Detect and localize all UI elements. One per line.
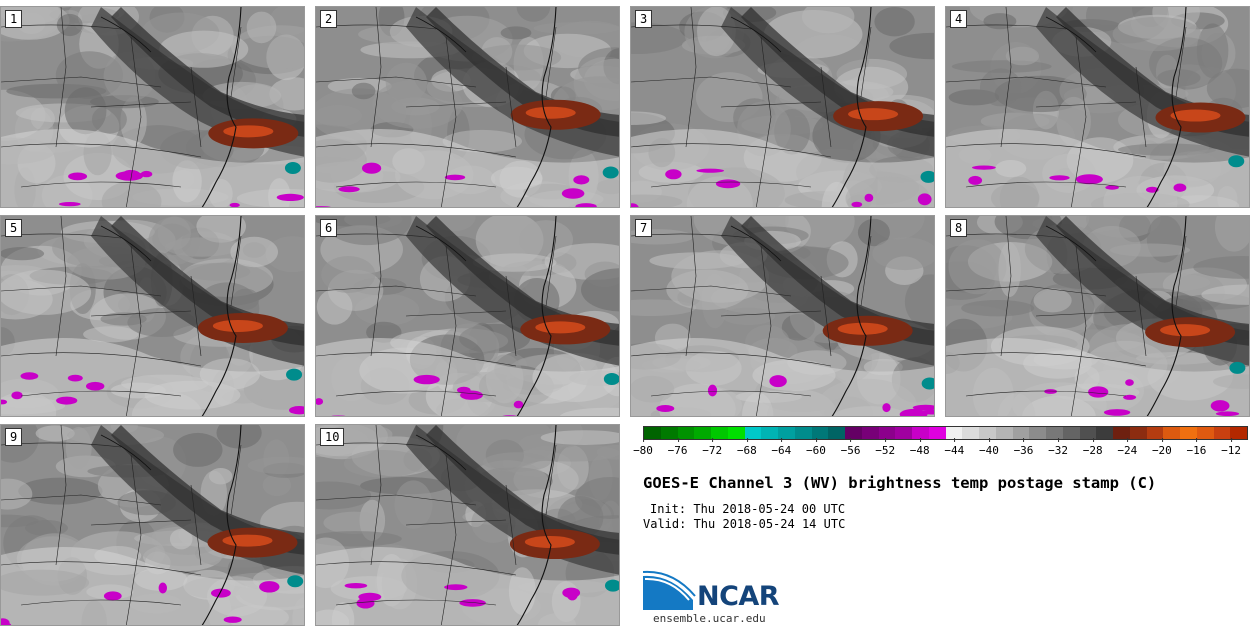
colorbar-swatch	[1230, 427, 1247, 439]
panel-number-label: 7	[635, 219, 653, 237]
ensemble-member-panel[interactable]: 4	[945, 6, 1250, 208]
colorbar-swatch	[1129, 427, 1147, 439]
ensemble-member-panel[interactable]: 1	[0, 6, 305, 208]
colorbar-swatch	[660, 427, 678, 439]
colorbar-swatch	[1046, 427, 1063, 439]
colorbar-swatch	[1163, 427, 1180, 439]
colorbar-tick-label: −76	[668, 438, 688, 457]
colorbar-tick-label: −60	[806, 438, 826, 457]
colorbar-tick-label: −12	[1221, 438, 1241, 457]
colorbar-swatch	[1146, 427, 1164, 439]
ensemble-member-panel[interactable]: 9	[0, 424, 305, 626]
ncar-logo-text: NCAR	[697, 581, 780, 612]
colorbar-swatch	[644, 427, 661, 439]
colorbar-tick-label: −80	[633, 438, 653, 457]
colorbar-swatch	[794, 427, 812, 439]
panel-number-label: 2	[320, 10, 338, 28]
ensemble-member-panel[interactable]: 5	[0, 215, 305, 417]
panel-number-label: 10	[320, 428, 345, 446]
colorbar-tick-label: −72	[702, 438, 722, 457]
colorbar-swatch	[1029, 427, 1046, 439]
colorbar-swatch	[928, 427, 946, 439]
colorbar-tick-label: −28	[1083, 438, 1103, 457]
panel-number-label: 3	[635, 10, 653, 28]
colorbar-swatch	[677, 427, 695, 439]
panel-number-label: 5	[5, 219, 23, 237]
ensemble-member-panel[interactable]: 8	[945, 215, 1250, 417]
colorbar-swatch	[811, 427, 829, 439]
colorbar-tick-label: −36	[1014, 438, 1033, 457]
colorbar-tick-label: −64	[771, 438, 791, 457]
ncar-logo-icon	[643, 570, 696, 610]
colorbar-swatch	[761, 427, 778, 439]
colorbar-swatch	[711, 427, 728, 439]
colorbar-swatch	[694, 427, 711, 439]
ensemble-member-panel[interactable]: 6	[315, 215, 620, 417]
colorbar-swatch	[1180, 427, 1197, 439]
colorbar-swatch	[861, 427, 879, 439]
figure-title: GOES-E Channel 3 (WV) brightness temp po…	[643, 474, 1157, 492]
colorbar-swatch	[1012, 427, 1030, 439]
ensemble-member-panel[interactable]: 10	[315, 424, 620, 626]
colorbar-tick-label: −20	[1152, 438, 1172, 457]
colorbar-swatch	[945, 427, 963, 439]
panel-number-label: 8	[950, 219, 968, 237]
colorbar-swatch	[912, 427, 929, 439]
colorbar-tick-label: −40	[979, 438, 999, 457]
ensemble-member-panel[interactable]: 2	[315, 6, 620, 208]
colorbar-swatch	[962, 427, 979, 439]
colorbar-tick-label: −24	[1117, 438, 1137, 457]
colorbar-swatch	[878, 427, 896, 439]
colorbar-swatch	[1062, 427, 1080, 439]
colorbar-swatch	[845, 427, 862, 439]
colorbar-tick-label: −52	[875, 438, 895, 457]
colorbar-swatch	[1213, 427, 1231, 439]
init-time: Init: Thu 2018-05-24 00 UTC	[650, 502, 846, 516]
colorbar-swatch	[1096, 427, 1113, 439]
colorbar-swatch	[778, 427, 795, 439]
colorbar-swatch	[744, 427, 762, 439]
panel-number-label: 9	[5, 428, 23, 446]
colorbar-swatch	[1113, 427, 1130, 439]
site-url: ensemble.ucar.edu	[653, 612, 766, 625]
colorbar-tick-label: −44	[944, 438, 964, 457]
colorbar-tick-label: −68	[737, 438, 757, 457]
colorbar-tick-label: −56	[841, 438, 860, 457]
panel-number-label: 1	[5, 10, 23, 28]
valid-time: Valid: Thu 2018-05-24 14 UTC	[643, 517, 846, 531]
colorbar-tick-label: −32	[1048, 438, 1068, 457]
colorbar-swatch	[895, 427, 912, 439]
panel-number-label: 6	[320, 219, 338, 237]
panel-number-label: 4	[950, 10, 968, 28]
colorbar-ticks: −80 −76 −72 −68 −64 −60 −56 −52 −48 −44 −40 −36 −32−…	[633, 438, 1248, 464]
colorbar-swatch	[979, 427, 996, 439]
colorbar-swatch	[727, 427, 745, 439]
ensemble-member-panel[interactable]: 3	[630, 6, 935, 208]
colorbar-swatch	[1196, 427, 1214, 439]
colorbar-swatch	[995, 427, 1013, 439]
colorbar	[643, 426, 1248, 440]
colorbar-tick-label: −48	[910, 438, 930, 457]
colorbar-swatch	[1079, 427, 1097, 439]
colorbar-swatch	[828, 427, 845, 439]
colorbar-tick-label: −16	[1187, 438, 1206, 457]
ensemble-member-panel[interactable]: 7	[630, 215, 935, 417]
